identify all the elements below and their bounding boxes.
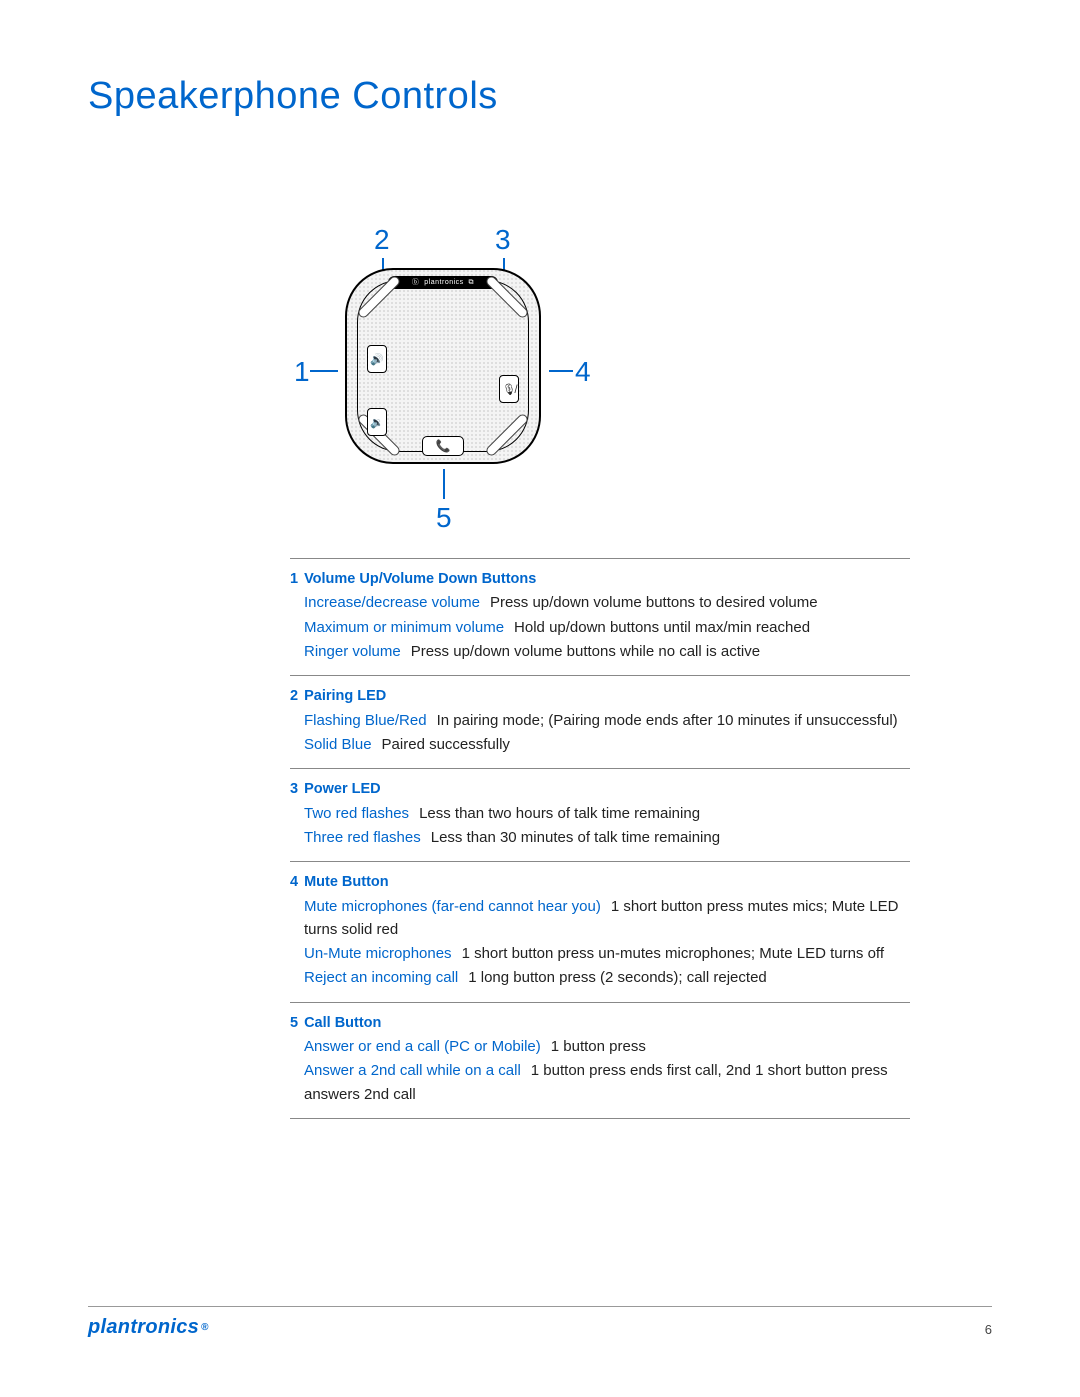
item-row: Un-Mute microphones 1 short button press … [290, 942, 910, 965]
section-label: Mute Button [304, 874, 389, 890]
item-key: Two red flashes [304, 805, 409, 822]
section-num: 2 [290, 688, 298, 704]
item-key: Mute microphones (far-end cannot hear yo… [304, 898, 601, 915]
section-heading: 1 Volume Up/Volume Down Buttons [290, 567, 910, 590]
controls-list: 1 Volume Up/Volume Down Buttons Increase/d… [290, 558, 910, 1119]
item-value: Press up/down volume buttons to desired … [490, 594, 818, 611]
item-value: In pairing mode; (Pairing mode ends afte… [437, 712, 898, 729]
section-5: 5 Call Button Answer or end a call (PC or … [290, 1002, 910, 1119]
section-num: 3 [290, 781, 298, 797]
item-key: Three red flashes [304, 829, 421, 846]
item-key: Maximum or minimum volume [304, 619, 504, 636]
call-icon: 📞 [422, 436, 464, 456]
item-key: Reject an incoming call [304, 969, 458, 986]
footer-rule [88, 1306, 992, 1307]
item-row: Flashing Blue/Red In pairing mode; (Pairi… [290, 709, 910, 732]
item-key: Increase/decrease volume [304, 594, 480, 611]
volume-up-icon: 🔊 [367, 345, 387, 373]
item-key: Answer or end a call (PC or Mobile) [304, 1038, 541, 1055]
item-value: Hold up/down buttons until max/min reach… [514, 619, 810, 636]
item-key: Un-Mute microphones [304, 945, 452, 962]
section-label: Volume Up/Volume Down Buttons [304, 571, 536, 587]
item-key: Answer a 2nd call while on a call [304, 1062, 521, 1079]
item-value: Less than 30 minutes of talk time remain… [431, 829, 720, 846]
item-value: 1 long button press (2 seconds); call re… [468, 969, 767, 986]
item-value: 1 button press [551, 1038, 646, 1055]
section-num: 5 [290, 1015, 298, 1031]
footer-brand: plantronics® [88, 1316, 209, 1339]
item-key: Solid Blue [304, 736, 372, 753]
callout-2: 2 [374, 224, 390, 256]
section-num: 4 [290, 874, 298, 890]
item-value: Press up/down volume buttons while no ca… [411, 643, 760, 660]
item-row: Increase/decrease volume Press up/down vo… [290, 591, 910, 614]
item-value: Paired successfully [382, 736, 510, 753]
item-row: Reject an incoming call 1 long button pre… [290, 966, 910, 989]
section-label: Pairing LED [304, 688, 386, 704]
item-value: Less than two hours of talk time remaini… [419, 805, 700, 822]
callout-4-line [549, 370, 573, 372]
section-heading: 5 Call Button [290, 1011, 910, 1034]
item-row: Solid Blue Paired successfully [290, 733, 910, 756]
callout-5: 5 [436, 502, 452, 534]
device-body: ⓑ plantronics ⧉ 🔊 🔉 🎙︎̸ 📞 [345, 268, 541, 464]
page-number: 6 [985, 1322, 992, 1337]
section-heading: 3 Power LED [290, 777, 910, 800]
callout-1: 1 [294, 356, 310, 388]
brand-text: plantronics [88, 1316, 199, 1338]
section-label: Call Button [304, 1015, 381, 1031]
callout-4: 4 [575, 356, 591, 388]
section-heading: 2 Pairing LED [290, 684, 910, 707]
item-row: Answer a 2nd call while on a call1 butto… [290, 1059, 910, 1106]
device-diagram: 1 2 3 4 5 ⓑ plantronics ⧉ 🔊 🔉 🎙︎̸ 📞 [312, 230, 572, 550]
brand-dot: ® [201, 1322, 209, 1333]
section-1: 1 Volume Up/Volume Down Buttons Increase/d… [290, 558, 910, 675]
item-row: Ringer volume Press up/down volume button… [290, 640, 910, 663]
item-row: Mute microphones (far-end cannot hear yo… [290, 895, 910, 942]
callout-3: 3 [495, 224, 511, 256]
item-row: Three red flashes Less than 30 minutes of… [290, 826, 910, 849]
item-row: Answer or end a call (PC or Mobile) 1 but… [290, 1035, 910, 1058]
item-row: Maximum or minimum volume Hold up/down bu… [290, 616, 910, 639]
item-value: 1 short button press un-mutes microphone… [462, 945, 884, 962]
mute-icon: 🎙︎̸ [499, 375, 519, 403]
brand-bar: ⓑ plantronics ⧉ [388, 276, 498, 289]
section-2: 2 Pairing LED Flashing Blue/Red In pairing … [290, 675, 910, 768]
section-label: Power LED [304, 781, 381, 797]
volume-down-icon: 🔉 [367, 408, 387, 436]
callout-1-line [310, 370, 338, 372]
section-4: 4 Mute Button Mute microphones (far-end ca… [290, 861, 910, 1001]
item-row: Two red flashes Less than two hours of ta… [290, 802, 910, 825]
section-3: 3 Power LED Two red flashes Less than two h… [290, 768, 910, 861]
section-heading: 4 Mute Button [290, 870, 910, 893]
section-num: 1 [290, 571, 298, 587]
item-key: Flashing Blue/Red [304, 712, 427, 729]
item-key: Ringer volume [304, 643, 401, 660]
callout-5-line [443, 469, 445, 499]
page-title: Speakerphone Controls [88, 75, 498, 118]
